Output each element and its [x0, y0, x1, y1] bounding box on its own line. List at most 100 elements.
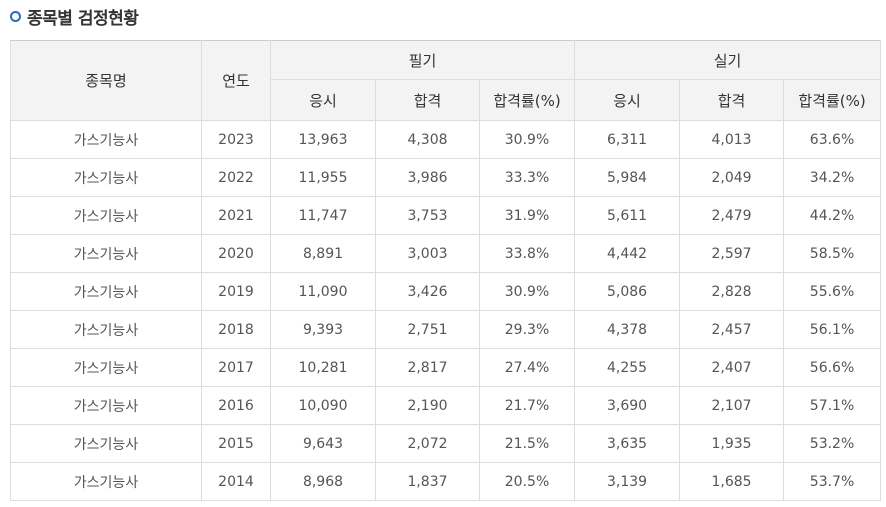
cell-written-pass-rate: 33.8% [478, 234, 576, 273]
cell-practical-pass-rate: 57.1% [783, 386, 882, 425]
cell-written-applicants: 10,281 [270, 348, 376, 387]
cell-year: 2021 [201, 196, 271, 235]
cell-written-applicants: 10,090 [270, 386, 376, 425]
cell-name: 가스기능사 [10, 462, 202, 501]
cell-name: 가스기능사 [10, 120, 202, 159]
header-written-passed: 합격 [375, 79, 480, 121]
cell-practical-applicants: 4,255 [574, 348, 681, 387]
table-header: 종목명 연도 필기 실기 응시 합격 합격률(%) 응시 합격 합격률(%) [10, 40, 882, 121]
cell-name: 가스기능사 [10, 158, 202, 197]
cell-practical-passed: 1,685 [679, 462, 785, 501]
cell-name: 가스기능사 [10, 272, 202, 311]
cell-practical-pass-rate: 58.5% [783, 234, 882, 273]
cell-practical-applicants: 6,311 [574, 120, 681, 159]
cell-practical-passed: 2,597 [679, 234, 785, 273]
header-row-top: 종목명 연도 필기 실기 [10, 40, 882, 121]
header-practical: 실기 [574, 40, 882, 80]
cell-practical-applicants: 5,086 [574, 272, 681, 311]
cell-practical-passed: 2,107 [679, 386, 785, 425]
cell-name: 가스기능사 [10, 196, 202, 235]
cell-practical-passed: 2,407 [679, 348, 785, 387]
cell-practical-applicants: 3,690 [574, 386, 681, 425]
cell-practical-pass-rate: 63.6% [783, 120, 882, 159]
cell-name: 가스기능사 [10, 348, 202, 387]
cell-written-passed: 2,817 [375, 348, 480, 387]
cell-name: 가스기능사 [10, 386, 202, 425]
cell-written-applicants: 9,393 [270, 310, 376, 349]
cell-year: 2020 [201, 234, 271, 273]
header-written-pass-rate: 합격률(%) [478, 79, 576, 121]
cell-practical-passed: 2,479 [679, 196, 785, 235]
cell-written-passed: 2,190 [375, 386, 480, 425]
header-written: 필기 [269, 40, 576, 80]
cell-practical-passed: 2,457 [679, 310, 785, 349]
cell-practical-applicants: 3,635 [574, 424, 681, 463]
table-row: 가스기능사 2019 11,090 3,426 30.9% 5,086 2,828 55.6% [10, 272, 882, 311]
cell-written-passed: 3,003 [375, 234, 480, 273]
cell-practical-applicants: 4,378 [574, 310, 681, 349]
cell-practical-passed: 2,828 [679, 272, 785, 311]
cell-practical-applicants: 5,611 [574, 196, 681, 235]
cell-written-pass-rate: 29.3% [478, 310, 576, 349]
header-practical-passed: 합격 [679, 79, 785, 121]
cell-name: 가스기능사 [10, 424, 202, 463]
cell-written-applicants: 11,090 [270, 272, 376, 311]
header-practical-applicants: 응시 [574, 79, 681, 121]
table-row: 가스기능사 2015 9,643 2,072 21.5% 3,635 1,935 53.2% [10, 424, 882, 463]
table-body: 가스기능사 2023 13,963 4,308 30.9% 6,311 4,013 63.6%… [10, 120, 882, 501]
cell-written-pass-rate: 31.9% [478, 196, 576, 235]
cell-written-passed: 4,308 [375, 120, 480, 159]
cell-written-pass-rate: 33.3% [478, 158, 576, 197]
cell-practical-pass-rate: 53.7% [783, 462, 882, 501]
cell-practical-applicants: 4,442 [574, 234, 681, 273]
cell-written-applicants: 9,643 [270, 424, 376, 463]
cell-written-passed: 3,426 [375, 272, 480, 311]
header-name: 종목명 [10, 40, 202, 121]
cell-year: 2015 [201, 424, 271, 463]
cell-written-passed: 2,751 [375, 310, 480, 349]
cell-name: 가스기능사 [10, 234, 202, 273]
cell-written-passed: 1,837 [375, 462, 480, 501]
cell-year: 2022 [201, 158, 271, 197]
cell-year: 2018 [201, 310, 271, 349]
table-row: 가스기능사 2023 13,963 4,308 30.9% 6,311 4,013 63.6% [10, 120, 882, 159]
cell-year: 2017 [201, 348, 271, 387]
table-row: 가스기능사 2022 11,955 3,986 33.3% 5,984 2,049 34.2% [10, 158, 882, 197]
header-practical-pass-rate: 합격률(%) [783, 79, 882, 121]
cell-practical-pass-rate: 56.1% [783, 310, 882, 349]
table-row: 가스기능사 2017 10,281 2,817 27.4% 4,255 2,407 56.6% [10, 348, 882, 387]
cell-written-passed: 3,986 [375, 158, 480, 197]
cell-written-pass-rate: 21.7% [478, 386, 576, 425]
cell-written-pass-rate: 21.5% [478, 424, 576, 463]
cell-practical-passed: 2,049 [679, 158, 785, 197]
header-year: 연도 [201, 40, 271, 121]
table-row: 가스기능사 2018 9,393 2,751 29.3% 4,378 2,457 56.1% [10, 310, 882, 349]
table-row: 가스기능사 2020 8,891 3,003 33.8% 4,442 2,597 58.5% [10, 234, 882, 273]
cell-written-passed: 3,753 [375, 196, 480, 235]
cell-year: 2014 [201, 462, 271, 501]
cell-written-applicants: 11,747 [270, 196, 376, 235]
table-row: 가스기능사 2016 10,090 2,190 21.7% 3,690 2,107 57.1% [10, 386, 882, 425]
cell-written-applicants: 13,963 [270, 120, 376, 159]
cell-name: 가스기능사 [10, 310, 202, 349]
cell-practical-pass-rate: 56.6% [783, 348, 882, 387]
header-written-applicants: 응시 [270, 79, 376, 121]
circle-bullet-icon [10, 10, 21, 22]
cell-written-applicants: 11,955 [270, 158, 376, 197]
cell-year: 2019 [201, 272, 271, 311]
cell-year: 2023 [201, 120, 271, 159]
section-title: 종목별 검정현황 [10, 3, 139, 29]
cell-written-pass-rate: 30.9% [478, 272, 576, 311]
cell-written-applicants: 8,891 [270, 234, 376, 273]
exam-stats-table: 종목명 연도 필기 실기 응시 합격 합격률(%) 응시 합격 합격률(%) 가… [10, 40, 882, 501]
cell-practical-passed: 1,935 [679, 424, 785, 463]
cell-written-passed: 2,072 [375, 424, 480, 463]
cell-written-pass-rate: 27.4% [478, 348, 576, 387]
cell-practical-pass-rate: 44.2% [783, 196, 882, 235]
table-row: 가스기능사 2014 8,968 1,837 20.5% 3,139 1,685 53.7% [10, 462, 882, 501]
cell-practical-passed: 4,013 [679, 120, 785, 159]
header-row-sub: 응시 합격 합격률(%) 응시 합격 합격률(%) [11, 79, 882, 121]
section-title-text: 종목별 검정현황 [27, 8, 139, 29]
cell-year: 2016 [201, 386, 271, 425]
cell-written-pass-rate: 20.5% [478, 462, 576, 501]
